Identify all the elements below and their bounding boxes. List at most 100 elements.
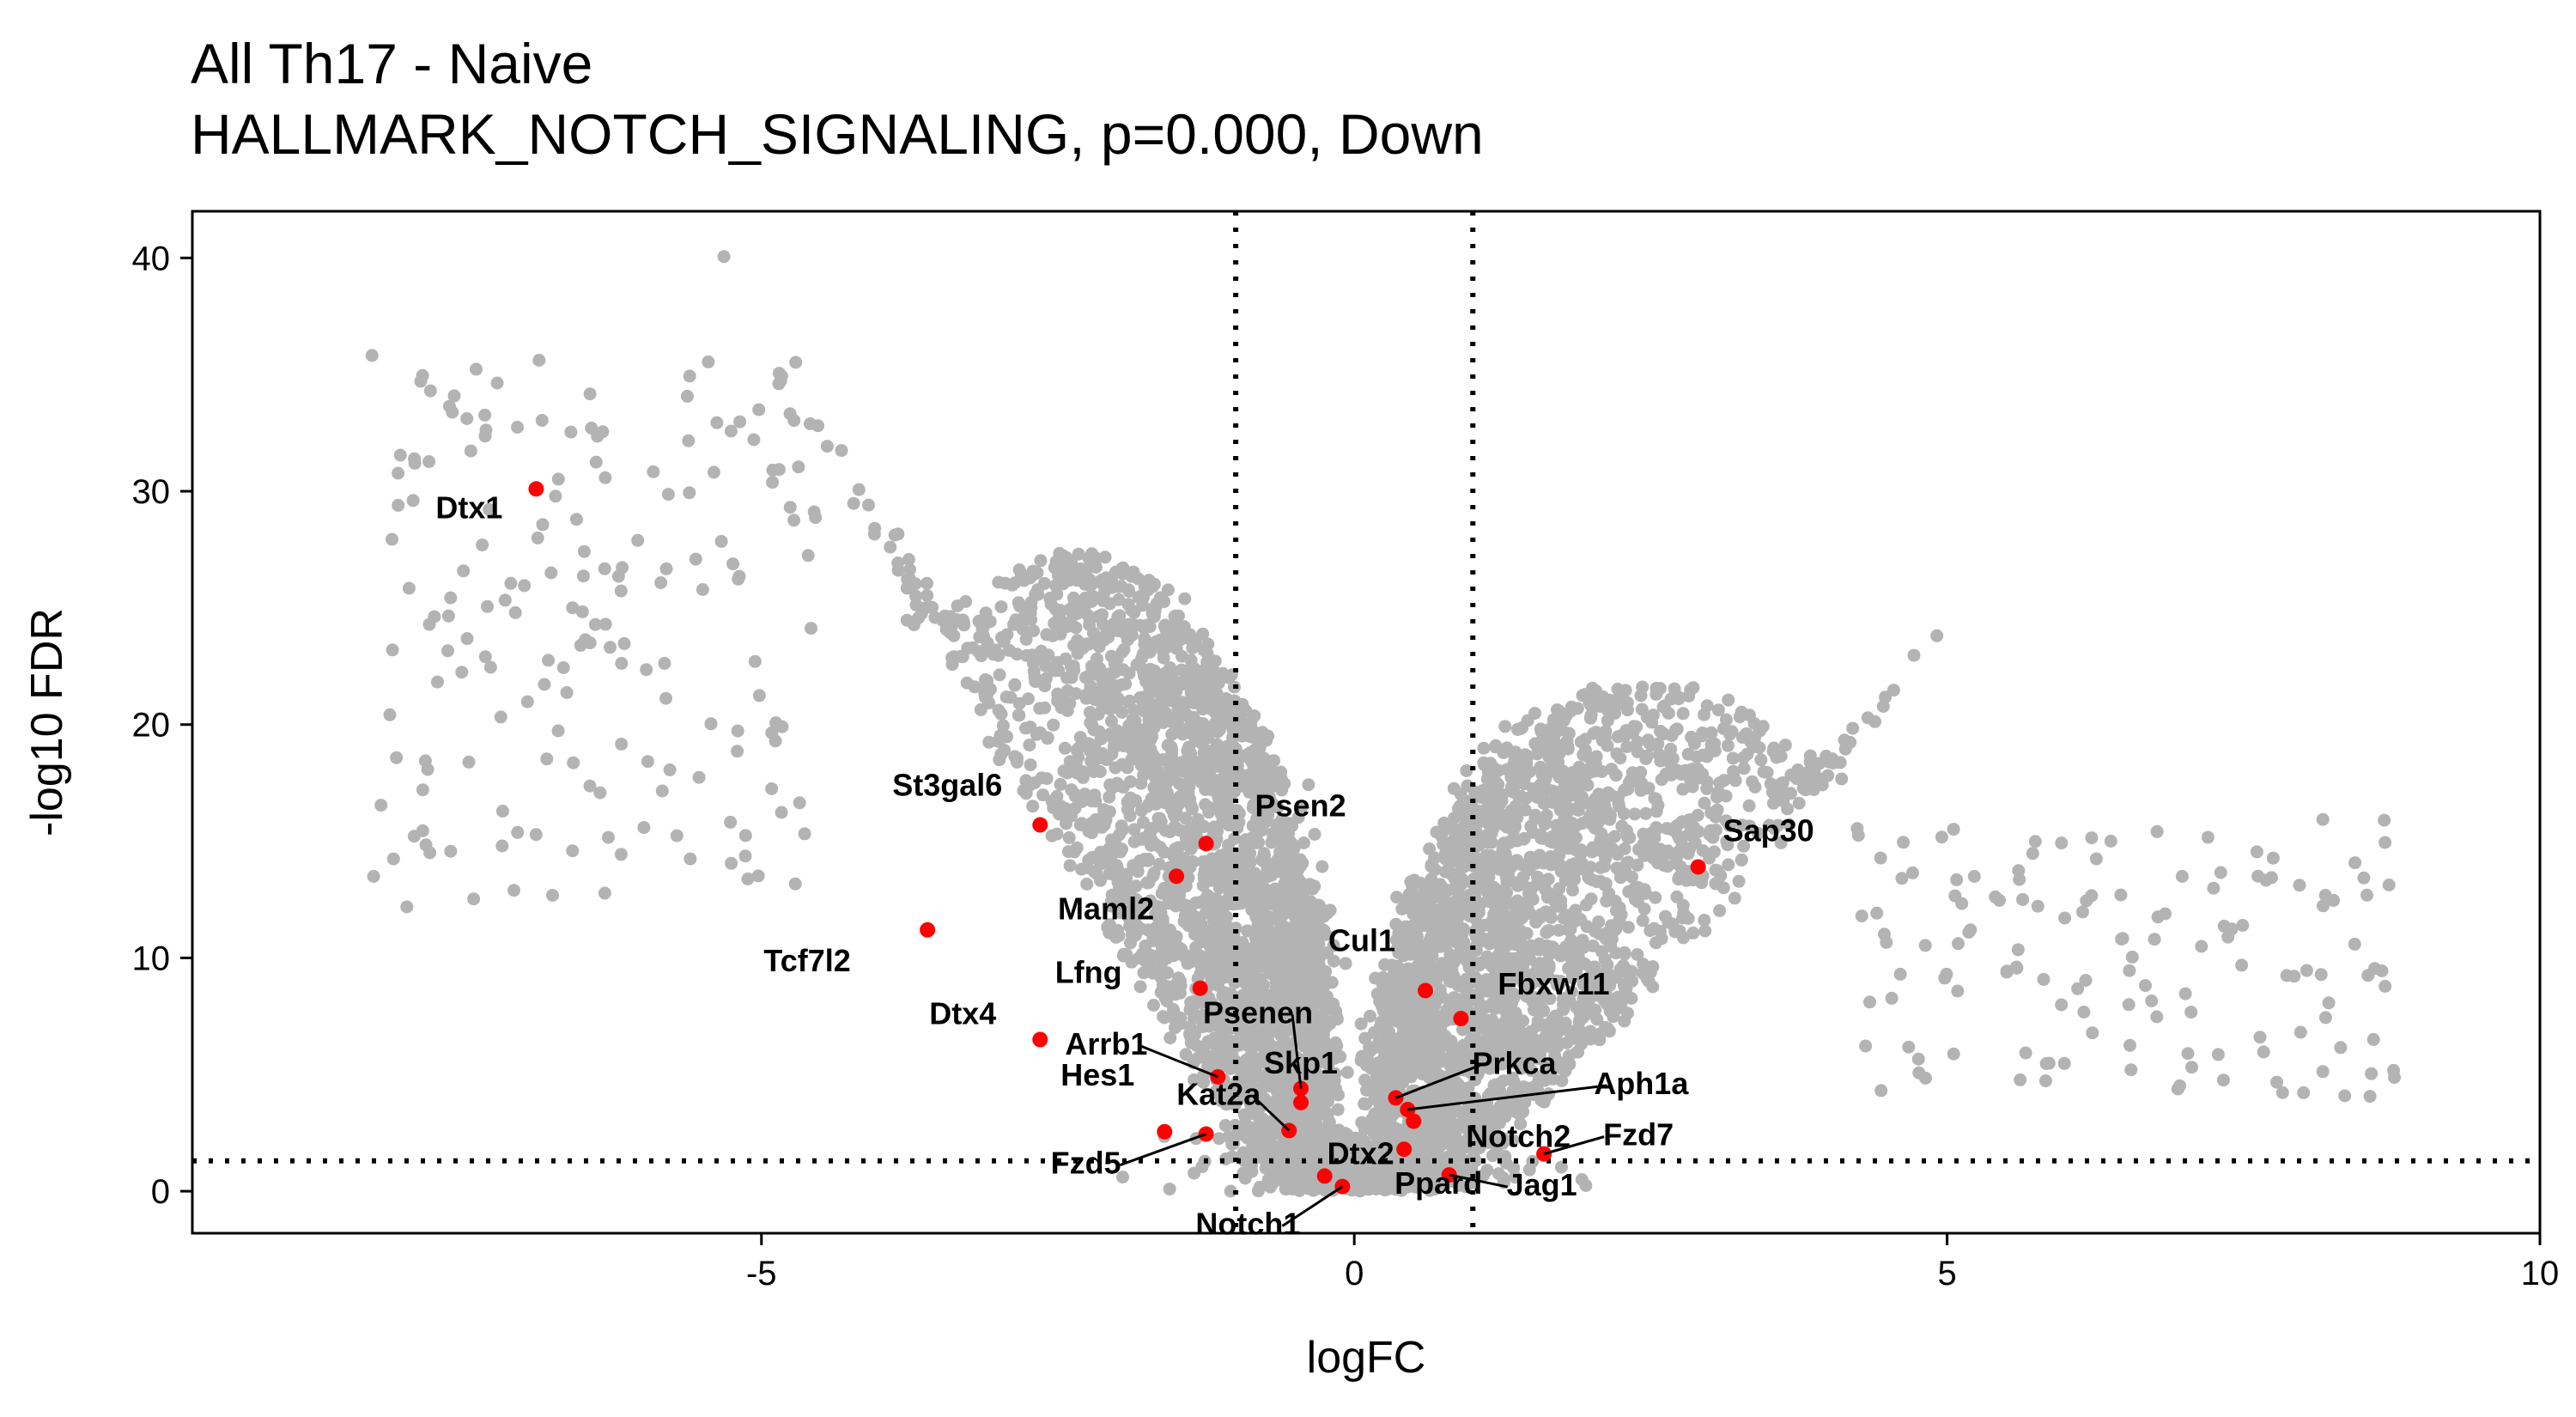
gene-point: [1024, 613, 1038, 626]
gene-point: [1480, 1019, 1494, 1033]
gene-point: [1735, 853, 1748, 867]
gene-point: [1127, 605, 1141, 619]
gene-point: [787, 414, 801, 428]
gene-point: [1051, 687, 1065, 701]
gene-point: [589, 455, 603, 469]
gene-point: [1560, 1036, 1574, 1049]
gene-point: [1095, 820, 1109, 834]
gene-point: [1031, 587, 1045, 601]
gene-point: [798, 827, 811, 841]
gene-point: [1191, 771, 1205, 784]
gene-point: [1686, 681, 1700, 695]
gene-point: [423, 384, 437, 398]
gene-point: [772, 463, 786, 477]
gene-point: [1583, 695, 1596, 708]
gene-point: [1118, 626, 1132, 640]
gene-point: [1395, 1013, 1408, 1026]
gene-point: [1199, 798, 1212, 812]
gene-point: [1546, 836, 1559, 849]
gene-point: [891, 527, 905, 541]
gene-point: [1034, 554, 1048, 568]
gene-point: [1594, 700, 1607, 713]
gene-point: [1643, 965, 1657, 979]
gene-point: [994, 600, 1008, 614]
gene-point: [1651, 799, 1665, 812]
gene-point: [1154, 985, 1168, 999]
gene-point: [1038, 701, 1052, 715]
gene-point: [2123, 1038, 2136, 1052]
gene-point: [1687, 737, 1701, 751]
gene-point: [1484, 848, 1498, 862]
gene-point: [1406, 975, 1419, 988]
gene-point: [1109, 739, 1122, 753]
gene-point: [1196, 627, 1210, 641]
gene-point: [1084, 754, 1098, 768]
gene-point: [1498, 847, 1512, 861]
gene-point: [1105, 781, 1119, 795]
gene-point: [1103, 597, 1116, 611]
gene-point: [1622, 885, 1636, 898]
gene-point: [1163, 923, 1176, 937]
gene-point: [682, 434, 696, 447]
gene-point: [614, 584, 628, 598]
gene-point: [392, 466, 405, 480]
gene-point: [1024, 758, 1037, 772]
gene-point: [683, 852, 697, 866]
chart-title: All Th17 - Naive: [191, 32, 593, 95]
gene-point: [1171, 841, 1185, 854]
gene-point: [416, 824, 429, 837]
gene-point: [1045, 794, 1059, 808]
gene-point: [457, 564, 471, 578]
gene-point: [1170, 684, 1183, 698]
gene-point: [1485, 836, 1498, 849]
gene-point: [1580, 920, 1594, 934]
gene-point: [1574, 1037, 1588, 1051]
gene-point: [1711, 703, 1725, 717]
gene-point: [1157, 881, 1171, 895]
gene-point: [1008, 678, 1022, 692]
gene-point: [1255, 726, 1269, 739]
gene-point: [616, 561, 629, 575]
gene-point: [1492, 778, 1505, 791]
gene-point: [1135, 947, 1149, 961]
gene-point: [637, 821, 651, 835]
gene-point: [1496, 1031, 1510, 1045]
gene-point: [1151, 772, 1165, 786]
gene-point: [1410, 929, 1424, 943]
gene-point: [1504, 897, 1518, 910]
gene-point: [1713, 903, 1727, 917]
gene-point: [1534, 739, 1547, 752]
gene-point: [1219, 692, 1233, 705]
gene-point: [1589, 792, 1602, 806]
gene-point: [1168, 819, 1182, 833]
gene-point: [1215, 787, 1229, 800]
gene-point: [1012, 596, 1025, 610]
gene-point: [418, 754, 432, 768]
gene-point: [1183, 1027, 1196, 1041]
gene-point: [1577, 795, 1590, 809]
gene-point: [1649, 891, 1662, 904]
gene-point: [1415, 1058, 1429, 1072]
gene-point: [1452, 930, 1466, 944]
gene-point: [1559, 940, 1573, 953]
gene-point: [1286, 926, 1300, 940]
gene-point: [1027, 624, 1041, 637]
gene-point: [1595, 827, 1608, 841]
gene-point: [444, 844, 458, 858]
gene-point: [1522, 863, 1535, 877]
gene-point: [752, 403, 766, 417]
gene-point: [1075, 862, 1088, 876]
gene-point: [462, 755, 476, 769]
gene-point: [1496, 815, 1510, 829]
gene-point: [569, 513, 583, 526]
gene-point: [1643, 924, 1657, 938]
gene-point: [1676, 707, 1690, 721]
gene-point: [631, 533, 645, 547]
gene-point: [919, 601, 933, 615]
gene-point: [1714, 869, 1728, 883]
gene-point: [979, 673, 992, 686]
gene-point: [560, 686, 574, 699]
gene-point: [751, 869, 765, 883]
gene-point: [1125, 955, 1139, 969]
gene-point: [1428, 1121, 1442, 1134]
